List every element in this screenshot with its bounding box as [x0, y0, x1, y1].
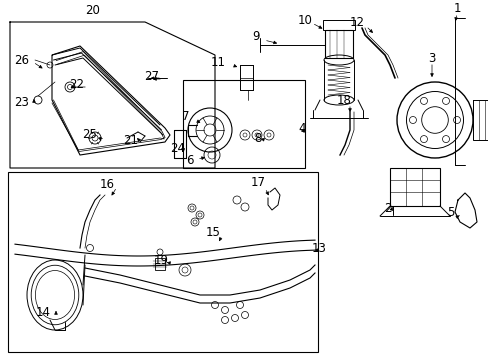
Text: 5: 5 [447, 207, 454, 220]
Text: 18: 18 [336, 94, 351, 107]
Bar [325, 30, 352, 58]
Text: 21: 21 [123, 134, 138, 147]
Text: 1: 1 [452, 1, 460, 14]
Text: 27: 27 [144, 71, 159, 84]
Text: 24: 24 [170, 141, 185, 154]
Text: 10: 10 [297, 13, 312, 27]
Text: 15: 15 [205, 225, 220, 238]
Text: 23: 23 [15, 95, 29, 108]
Text: 26: 26 [15, 54, 29, 67]
Text: 13: 13 [311, 242, 326, 255]
Text: 17: 17 [250, 176, 265, 189]
Text: 9: 9 [252, 31, 259, 44]
Text: 4: 4 [298, 122, 305, 135]
Text: 3: 3 [427, 51, 435, 64]
Bar [155, 258, 164, 270]
Text: 8: 8 [254, 131, 261, 144]
Text: 14: 14 [36, 306, 50, 319]
Bar [323, 20, 354, 30]
Text: 6: 6 [186, 154, 193, 167]
Bar [389, 168, 439, 206]
Text: 2: 2 [384, 202, 391, 215]
Text: 22: 22 [69, 77, 84, 90]
Text: 12: 12 [349, 17, 364, 30]
Bar [183, 80, 305, 168]
Text: 11: 11 [210, 55, 225, 68]
Bar [8, 172, 317, 352]
Text: 19: 19 [153, 253, 168, 266]
Text: 20: 20 [85, 4, 100, 17]
Text: 7: 7 [182, 111, 189, 123]
Text: 25: 25 [82, 129, 97, 141]
Bar [472, 100, 488, 140]
Text: 16: 16 [99, 179, 114, 192]
